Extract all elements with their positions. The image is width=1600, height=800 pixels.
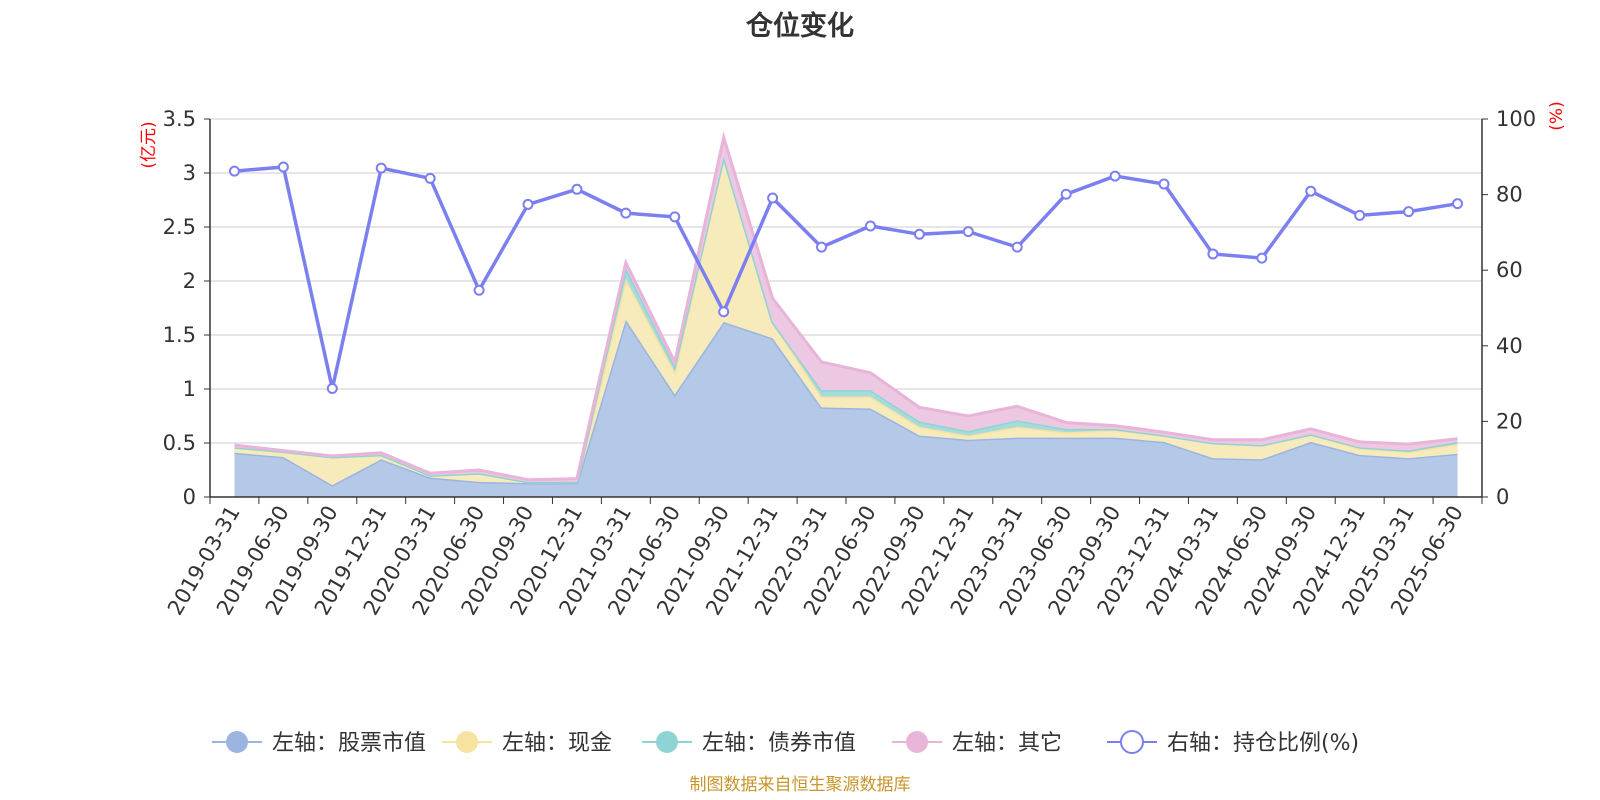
- legend: 左轴：股票市值 左轴：现金 左轴：债券市值 左轴：其它 右轴：持仓比例(%): [212, 730, 1359, 756]
- line-point: [1109, 170, 1121, 182]
- line-point: [669, 211, 681, 223]
- right-axis-tick-label: 0: [1496, 485, 1509, 509]
- left-axis-tick-label: 0.5: [163, 431, 196, 455]
- line-point: [718, 306, 730, 318]
- line-point: [913, 228, 925, 240]
- left-axis-tick-label: 2.5: [163, 215, 196, 239]
- line-point: [1305, 185, 1317, 197]
- chart-title: 仓位变化: [746, 11, 854, 42]
- line-layer: [228, 161, 1464, 395]
- right-axis-tick-label: 20: [1496, 409, 1523, 433]
- legend-label: 左轴：股票市值: [272, 731, 426, 756]
- line-series-position-ratio: [234, 165, 1458, 389]
- legend-label: 左轴：其它: [952, 731, 1062, 756]
- line-point: [1256, 252, 1268, 264]
- left-axis-tick-label: 0: [183, 485, 196, 509]
- legend-marker: [906, 731, 928, 753]
- line-point: [1158, 178, 1170, 190]
- right-axis-tick-label: 60: [1496, 258, 1523, 282]
- left-axis-tick-label: 3.5: [163, 107, 196, 131]
- legend-label: 右轴：持仓比例(%): [1167, 731, 1359, 756]
- legend-marker: [456, 731, 478, 753]
- right-axis-tick-label: 40: [1496, 334, 1523, 358]
- line-point: [1403, 206, 1415, 218]
- right-axis-unit: (%): [1547, 101, 1567, 130]
- legend-marker: [1120, 730, 1144, 754]
- left-axis-tick-label: 1: [183, 377, 196, 401]
- line-point: [375, 162, 387, 174]
- line-point: [962, 226, 974, 238]
- line-point: [1354, 209, 1366, 221]
- line-point: [424, 172, 436, 184]
- legend-marker: [226, 731, 248, 753]
- line-point: [1060, 188, 1072, 200]
- line-point: [1207, 248, 1219, 260]
- line-point: [1452, 198, 1464, 210]
- axis-layer: 00.511.522.533.50204060801002019-03-3120…: [163, 107, 1537, 619]
- line-point: [864, 220, 876, 232]
- left-axis-tick-label: 3: [183, 161, 196, 185]
- right-axis-tick-label: 100: [1496, 107, 1536, 131]
- line-point: [277, 161, 289, 173]
- line-point: [473, 284, 485, 296]
- line-point: [571, 183, 583, 195]
- line-point: [522, 198, 534, 210]
- line-point: [620, 207, 632, 219]
- legend-label: 左轴：债券市值: [702, 731, 856, 756]
- left-axis-tick-label: 2: [183, 269, 196, 293]
- left-axis-unit: (亿元): [139, 121, 159, 168]
- line-point: [767, 192, 779, 204]
- line-point: [326, 383, 338, 395]
- line-point: [1011, 241, 1023, 253]
- legend-label: 左轴：现金: [502, 731, 612, 756]
- line-point: [816, 241, 828, 253]
- right-axis-tick-label: 80: [1496, 183, 1523, 207]
- left-axis-tick-label: 1.5: [163, 323, 196, 347]
- legend-marker: [656, 731, 678, 753]
- area-layer: [234, 131, 1458, 497]
- data-source-note: 制图数据来自恒生聚源数据库: [690, 775, 911, 795]
- area-edge-左轴：其它: [234, 131, 1458, 482]
- line-point: [228, 165, 240, 177]
